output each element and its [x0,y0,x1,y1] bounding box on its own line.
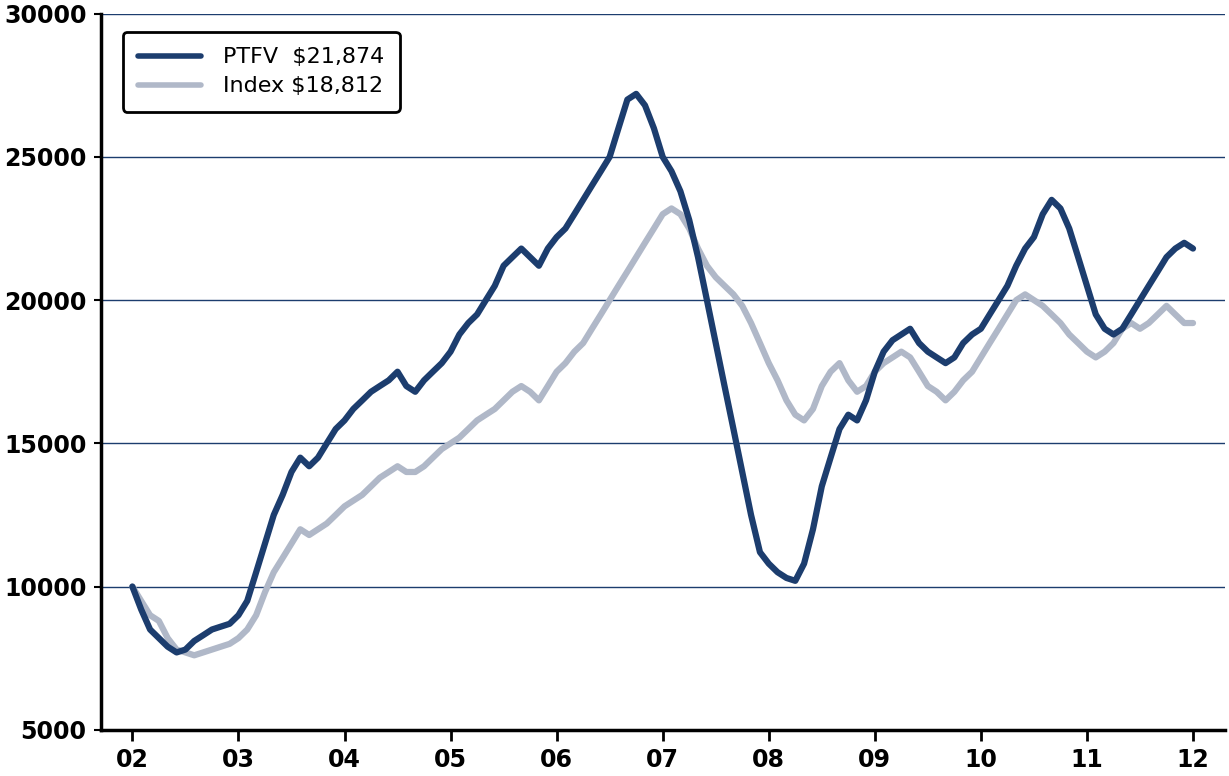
Index $18,812 [187,650,202,660]
Line: PTFV  $21,874: PTFV $21,874 [133,94,1193,653]
PTFV  $21,874 [806,525,821,534]
Index $18,812 [240,625,254,634]
Index $18,812 [664,204,678,213]
Index $18,812 [806,404,821,414]
PTFV  $21,874 [585,181,600,190]
PTFV  $21,874 [1186,244,1201,253]
PTFV  $21,874 [859,396,874,405]
Index $18,812 [585,324,600,334]
PTFV  $21,874 [381,376,396,385]
Index $18,812 [1186,318,1201,327]
Index $18,812 [1133,324,1148,334]
PTFV  $21,874 [125,582,140,591]
Legend: PTFV  $21,874, Index $18,812: PTFV $21,874, Index $18,812 [123,32,399,112]
PTFV  $21,874 [240,596,254,605]
Index $18,812 [381,467,396,476]
PTFV  $21,874 [170,648,184,657]
Index $18,812 [125,582,140,591]
PTFV  $21,874 [629,89,644,99]
PTFV  $21,874 [1133,296,1148,305]
Index $18,812 [859,381,874,390]
Line: Index $18,812: Index $18,812 [133,209,1193,655]
